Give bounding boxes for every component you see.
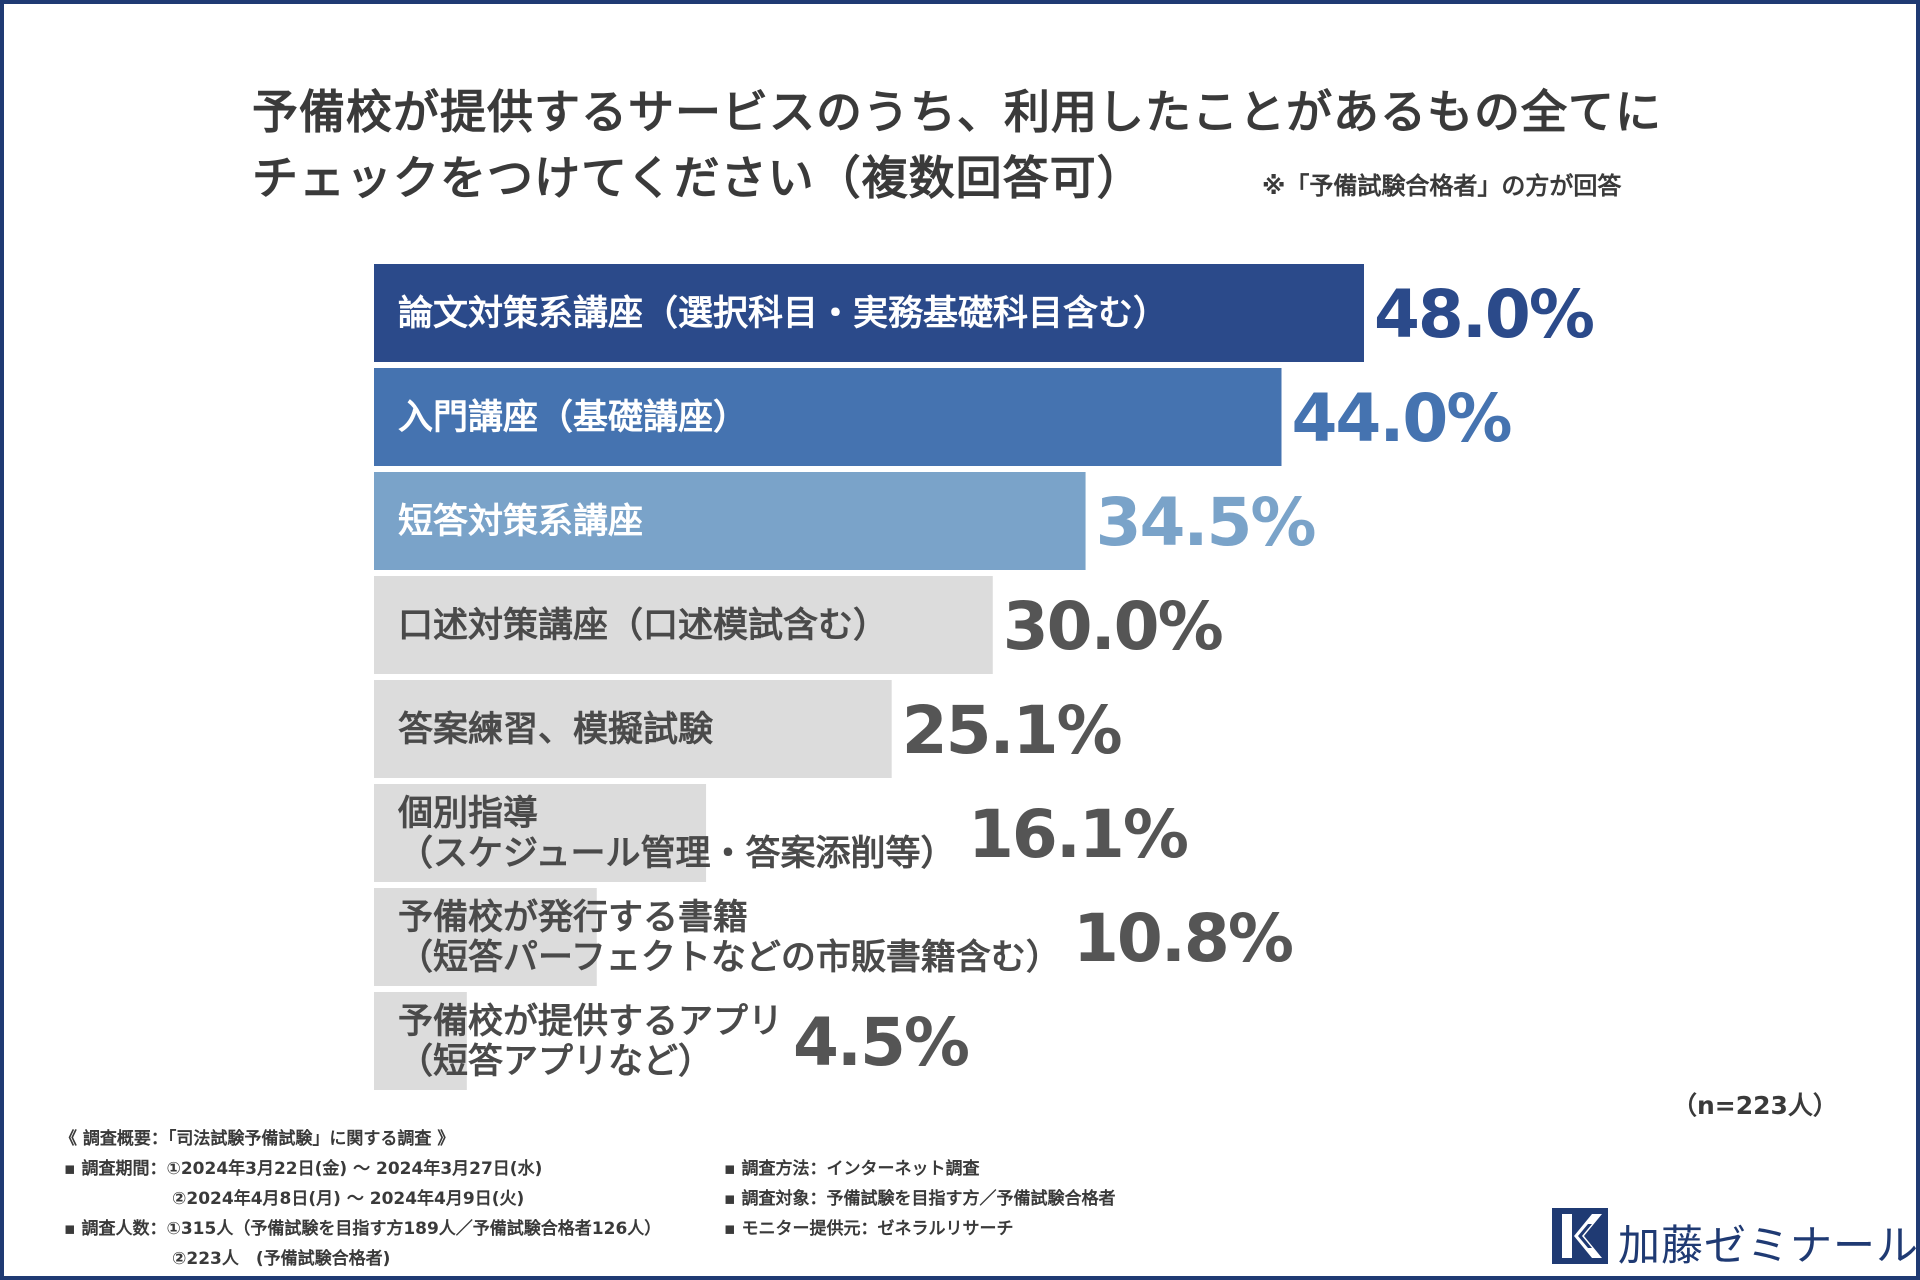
category-label-1: 論文対策系講座（選択科目・実務基礎科目含む）: [398, 293, 1168, 334]
bar-3: [374, 472, 1086, 570]
bar-5: [374, 680, 892, 778]
bar-4: [374, 576, 993, 674]
category-label-7: 予備校が発行する書籍（短答パーフェクトなどの市販書籍含む）: [398, 898, 1061, 978]
survey-period-2: ②2024年4月8日(月) ～ 2024年4月9日(火): [172, 1189, 525, 1209]
survey-heading: 《 調査概要：「司法試験予備試験」に関する調査 》: [60, 1129, 455, 1149]
category-label-3: 短答対策系講座: [398, 501, 643, 542]
bar-chart: 論文対策系講座（選択科目・実務基礎科目含む） 48.0% 入門講座（基礎講座） 44.…: [374, 264, 1596, 1090]
chart-title-line2: チェックをつけてください（複数回答可）: [252, 151, 1144, 205]
bar-8: [374, 992, 467, 1090]
logo-mark-icon: [1552, 1208, 1608, 1264]
survey-people-1: ▪ 調査人数：①315人（予備試験を目指す方189人／予備試験合格者126人）: [64, 1219, 662, 1239]
value-label-5: 25.1%: [902, 692, 1122, 769]
value-label-4: 30.0%: [1003, 588, 1223, 665]
bar-1: [374, 264, 1364, 362]
value-label-1: 48.0%: [1374, 276, 1594, 353]
value-label-7: 10.8%: [1073, 900, 1293, 977]
bar-7: [374, 888, 597, 986]
value-label-6: 16.1%: [968, 796, 1188, 873]
sample-size-label: （n=223人）: [1672, 1091, 1838, 1120]
category-label-5: 答案練習、模擬試験: [398, 710, 714, 750]
category-label-4: 口述対策講座（口述模試含む）: [398, 605, 888, 646]
bar-6: [374, 784, 707, 882]
category-label-8: 予備校が提供するアプリ（短答アプリなど）: [398, 1002, 783, 1082]
survey-method: ▪ 調査方法：インターネット調査: [724, 1159, 980, 1179]
survey-period-1: ▪ 調査期間：①2024年3月22日(金) ～ 2024年3月27日(水): [64, 1159, 543, 1179]
value-label-8: 4.5%: [793, 1004, 969, 1081]
survey-provider: ▪ モニター提供元：ゼネラルリサーチ: [724, 1219, 1014, 1239]
survey-target: ▪ 調査対象：予備試験を目指す方／予備試験合格者: [724, 1189, 1116, 1209]
logo-text: 加藤ゼミナール: [1618, 1221, 1920, 1270]
value-label-3: 34.5%: [1096, 484, 1316, 561]
category-label-2: 入門講座（基礎講座）: [398, 397, 748, 438]
bar-2: [374, 368, 1282, 466]
respondent-note: ※「予備試験合格者」の方が回答: [1262, 172, 1622, 200]
category-label-6: 個別指導（スケジュール管理・答案添削等）: [397, 794, 956, 874]
survey-people-2: ②223人 (予備試験合格者): [172, 1249, 391, 1269]
chart-title-line1: 予備校が提供するサービスのうち、利用したことがあるもの全てに: [252, 85, 1662, 139]
value-label-2: 44.0%: [1292, 380, 1512, 457]
